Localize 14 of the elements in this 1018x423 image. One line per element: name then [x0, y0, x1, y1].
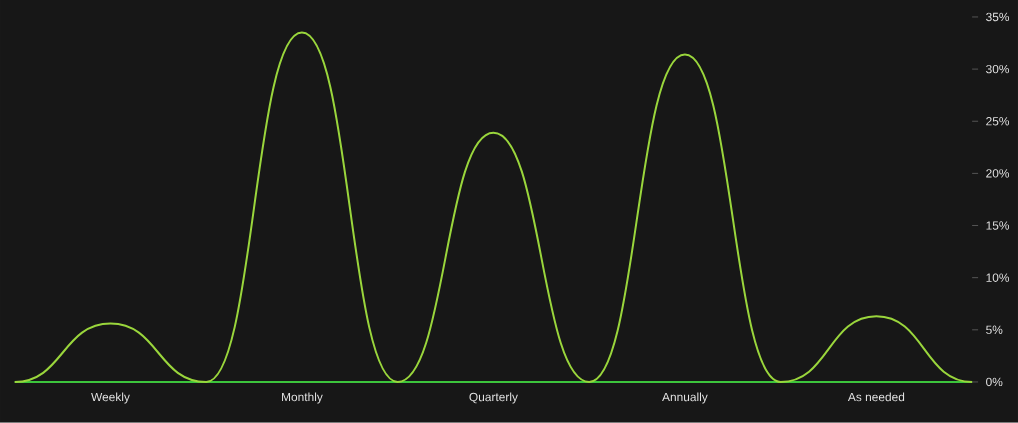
y-tick-label: 20%: [986, 169, 1010, 178]
x-tick-label: Quarterly: [469, 392, 518, 404]
x-tick-label: As needed: [847, 392, 905, 402]
y-tick-label: 35%: [986, 12, 1010, 22]
y-tick-label: 10%: [986, 273, 1010, 282]
x-tick-label: Annually: [662, 392, 708, 404]
x-tick-label: Monthly: [282, 392, 323, 404]
y-tick-label: 5%: [986, 325, 1003, 335]
y-tick-label: 25%: [986, 117, 1010, 126]
y-tick-label: 30%: [986, 64, 1010, 74]
y-tick-label: 0%: [986, 377, 1003, 387]
line-series: [13, 31, 974, 384]
y-tick-label: 15%: [986, 221, 1010, 230]
x-tick-label: Weekly: [91, 392, 130, 404]
